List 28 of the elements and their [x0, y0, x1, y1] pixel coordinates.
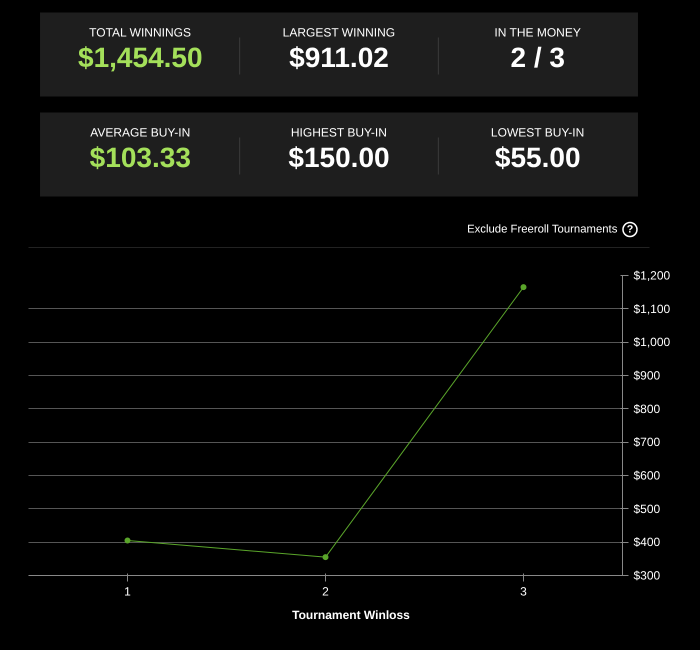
text: IN THE MONEY: [494, 26, 581, 40]
text: LARGEST WINNING: [282, 26, 396, 40]
text: TOTAL WINNINGS: [89, 26, 191, 40]
x-tick-label: 2: [322, 584, 330, 598]
y-tick-label: $300: [634, 568, 661, 582]
text: AVERAGE BUY-IN: [90, 126, 190, 140]
text: $150.00: [288, 142, 390, 173]
text: $103.33: [90, 142, 191, 173]
text: $911.02: [289, 42, 389, 73]
y-tick-label: $1,100: [634, 302, 671, 316]
text: ?: [626, 224, 634, 236]
y-tick-label: $1,000: [634, 335, 671, 350]
text: HIGHEST BUY-IN: [290, 126, 387, 140]
text: $1,454.50: [78, 42, 203, 73]
text: LOWEST BUY-IN: [490, 126, 584, 140]
text: Tournament Winloss: [292, 608, 410, 622]
y-tick-label: $900: [634, 368, 661, 382]
x-tick-label: 1: [124, 584, 132, 598]
text: Exclude Freeroll Tournaments: [467, 224, 618, 236]
y-tick-label: $800: [634, 402, 661, 416]
y-tick-label: $1,200: [634, 268, 671, 282]
x-tick-label: 3: [520, 584, 528, 598]
text: $55.00: [494, 142, 581, 173]
y-tick-label: $500: [634, 502, 661, 516]
y-tick-label: $700: [634, 435, 661, 450]
y-tick-label: $400: [634, 535, 661, 550]
text: 2 / 3: [510, 42, 565, 73]
y-tick-label: $600: [634, 468, 661, 482]
